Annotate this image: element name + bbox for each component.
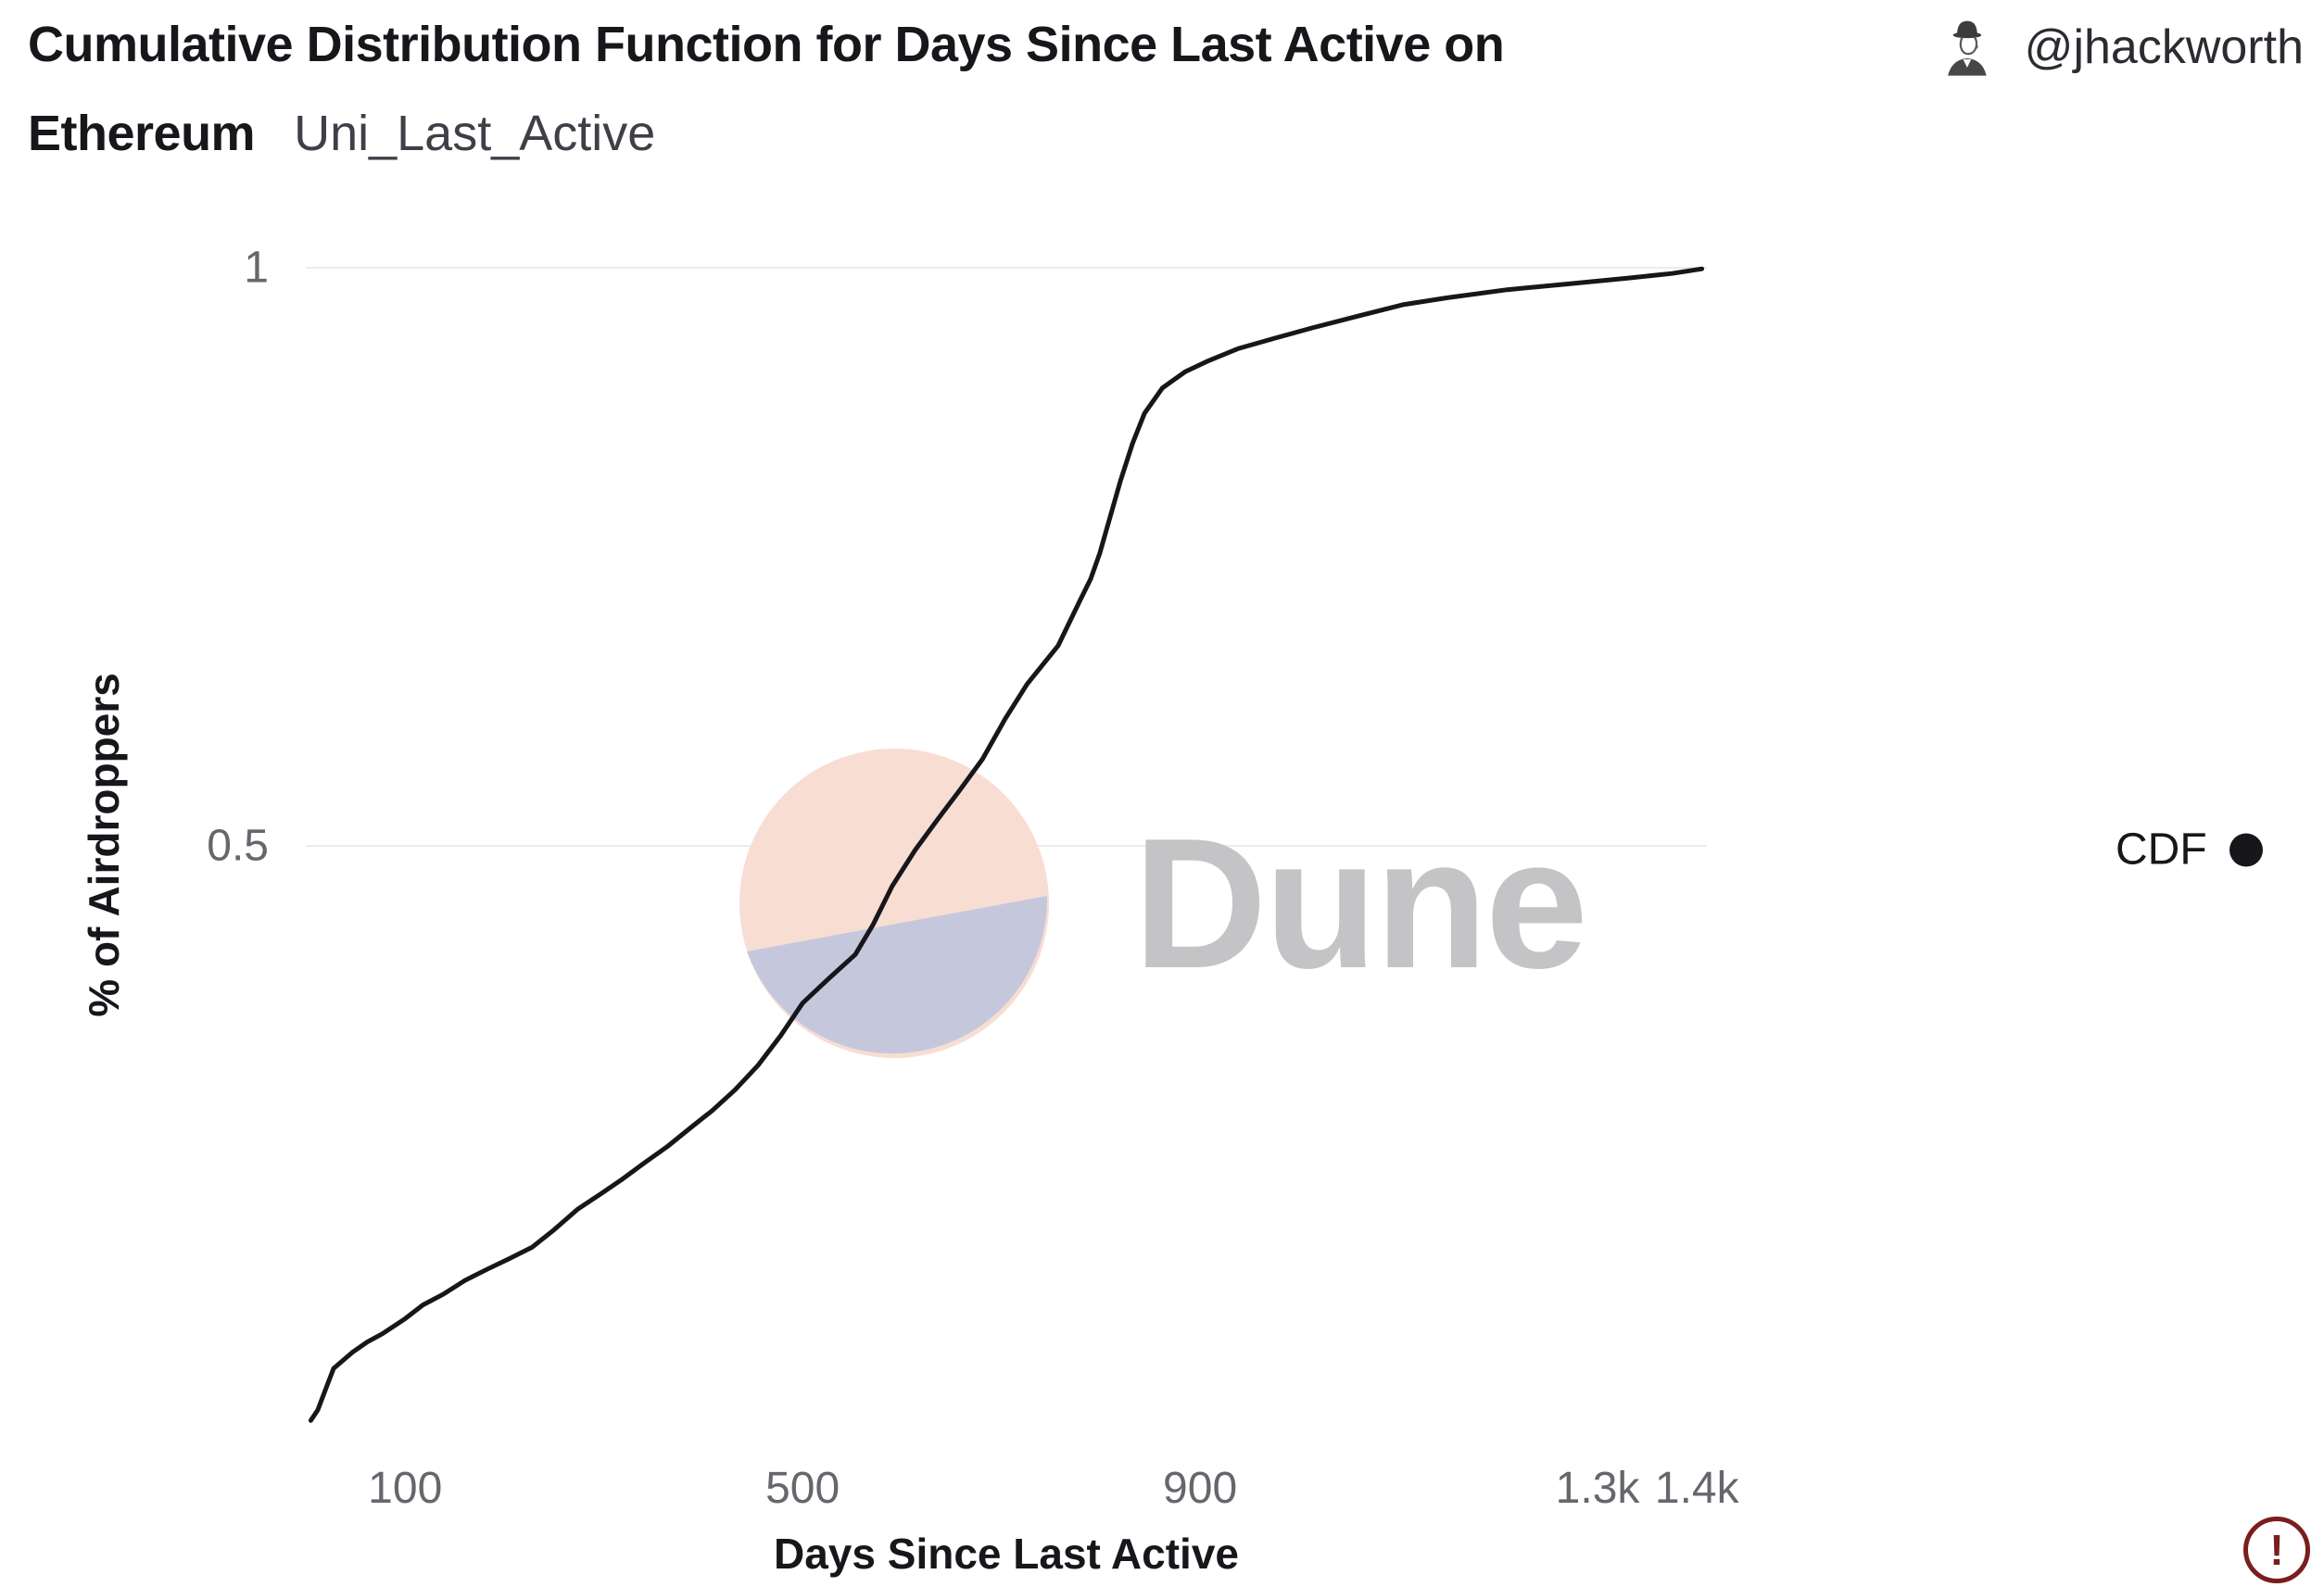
x-tick-500: 500 (765, 1464, 840, 1513)
author-handle: @jhackworth (2024, 20, 2304, 74)
x-tick-900: 900 (1163, 1464, 1238, 1513)
author-link[interactable]: @jhackworth (1935, 15, 2304, 80)
y-axis-label: % of Airdroppers (80, 673, 128, 1017)
dune-logo-segment (747, 896, 1048, 1054)
warning-glyph: ! (2269, 1526, 2284, 1574)
y-tick-half: 0.5 (207, 821, 269, 871)
x-axis-label: Days Since Last Active (774, 1530, 1239, 1578)
chart-title-line2: Ethereum (28, 106, 256, 161)
x-tick-100: 100 (368, 1464, 443, 1513)
legend-marker-dot (2229, 833, 2263, 866)
chart-title-line1: Cumulative Distribution Function for Day… (28, 17, 1505, 72)
warning-icon[interactable]: ! (2243, 1517, 2310, 1583)
cdf-line (308, 266, 1705, 1423)
x-tick-1400: 1.4k (1654, 1464, 1739, 1513)
legend-label: CDF (2116, 825, 2207, 875)
plot-area: Dune (306, 266, 1707, 1423)
legend: CDF (2116, 825, 2263, 875)
author-avatar-icon (1935, 15, 2001, 80)
chart-subtitle: Uni_Last_Active (294, 106, 656, 161)
x-tick-1300: 1.3k (1555, 1464, 1640, 1513)
dune-watermark-text: Dune (1133, 800, 1585, 1007)
y-tick-one: 1 (244, 243, 269, 293)
legend-item-cdf[interactable]: CDF (2116, 825, 2263, 875)
page-title: Cumulative Distribution Function for Day… (28, 0, 1505, 178)
